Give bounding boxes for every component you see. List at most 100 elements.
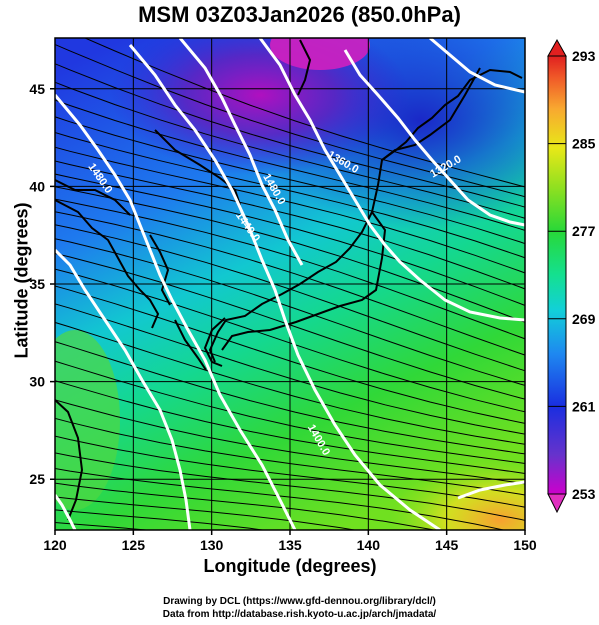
streamline-arrow xyxy=(204,314,251,330)
streamline-arrow xyxy=(339,159,386,171)
streamline-arrow xyxy=(204,421,251,432)
streamline-arrow xyxy=(474,385,521,398)
streamline-arrow xyxy=(204,87,251,106)
streamline-arrow xyxy=(339,202,386,215)
x-tick-label: 145 xyxy=(435,537,459,553)
streamline-arrow xyxy=(339,191,386,203)
colorbar-tick-label: 293 xyxy=(572,48,596,64)
streamline-arrow xyxy=(474,193,521,206)
streamline-arrow xyxy=(69,202,116,212)
streamline-arrow xyxy=(204,463,251,471)
streamline-arrow xyxy=(69,485,116,491)
streamline-arrow xyxy=(339,135,386,150)
streamline-arrow xyxy=(69,105,116,121)
streamline-arrow xyxy=(69,189,116,200)
streamline-arrow xyxy=(339,491,386,498)
streamline-arrow xyxy=(474,466,521,473)
streamline-arrow xyxy=(204,296,251,312)
streamline-arrow xyxy=(69,498,116,504)
streamline-arrow xyxy=(339,227,386,241)
streamline-arrow xyxy=(69,227,116,239)
height-contours xyxy=(55,38,525,530)
streamline-arrow xyxy=(339,342,386,358)
streamline-arrow xyxy=(204,159,251,171)
streamline-arrow xyxy=(474,412,521,423)
map-title: MSM 03Z03Jan2026 (850.0hPa) xyxy=(138,2,461,27)
y-tick-label: 30 xyxy=(29,374,45,390)
streamline-arrow xyxy=(69,471,116,478)
streamline-arrow xyxy=(69,164,116,175)
streamline-arrow xyxy=(339,324,386,341)
streamline-arrow xyxy=(204,523,251,529)
streamline-arrow xyxy=(69,214,116,225)
streamline-arrow xyxy=(204,182,251,193)
streamline-arrow xyxy=(339,214,386,228)
streamline-arrow xyxy=(339,170,386,182)
streamline-arrow xyxy=(339,527,355,530)
y-tick-label: 40 xyxy=(29,178,45,194)
streamline-arrow xyxy=(339,256,386,272)
x-tick-label: 120 xyxy=(43,537,67,553)
streamline-arrow xyxy=(474,204,521,217)
streamline-arrow xyxy=(204,246,251,260)
streamline-arrow xyxy=(339,502,386,509)
streamline-arrow xyxy=(204,194,251,205)
streamline-arrow xyxy=(204,450,251,459)
streamline-arrow xyxy=(474,510,521,520)
streamline-arrow xyxy=(204,147,251,159)
streamline-arrow xyxy=(69,308,116,323)
streamline-arrow xyxy=(339,435,386,444)
streamline-arrow xyxy=(84,38,116,52)
streamline-arrow xyxy=(204,511,251,516)
streamline-arrow xyxy=(474,399,521,411)
streamline-arrow xyxy=(474,337,521,354)
streamline-arrow xyxy=(69,69,116,88)
y-tick-label: 45 xyxy=(29,81,45,97)
streamline-arrow xyxy=(339,447,386,455)
streamline-arrow xyxy=(474,498,521,507)
streamline-arrow xyxy=(475,621,520,625)
x-tick-label: 135 xyxy=(278,537,302,553)
streamline-arrow xyxy=(69,404,116,417)
streamline-arrow xyxy=(204,119,251,134)
streamline-arrow xyxy=(204,488,251,493)
streamline-arrow xyxy=(339,392,386,405)
streamline-arrow xyxy=(474,183,521,196)
y-tick-label: 25 xyxy=(29,471,45,487)
streamline-arrow xyxy=(339,469,386,476)
streamline-arrow xyxy=(474,446,521,454)
streamline-arrow xyxy=(69,523,116,528)
streamline-arrow xyxy=(69,346,116,361)
streamline-arrow xyxy=(474,173,521,186)
streamline-arrow xyxy=(339,288,386,305)
streamline-arrow xyxy=(339,480,386,487)
x-tick-label: 140 xyxy=(357,537,381,553)
streamline-arrow xyxy=(69,365,116,380)
streamline-arrow xyxy=(474,255,521,272)
y-axis-label: Latitude (degrees) xyxy=(11,202,32,359)
streamline-arrow xyxy=(69,326,116,342)
x-tick-label: 125 xyxy=(122,537,146,553)
y-axis-ticks: 25 30 35 40 45 xyxy=(29,81,55,487)
x-tick-label: 150 xyxy=(513,537,537,553)
streamline-arrow xyxy=(69,455,116,464)
streamline-arrow xyxy=(204,436,251,446)
streamline-arrow xyxy=(474,240,521,257)
streamline-arrow xyxy=(474,320,521,338)
colorbar-max-arrow xyxy=(547,38,567,57)
streamline-arrow xyxy=(204,278,251,294)
streamline-arrow xyxy=(339,147,386,161)
streamline-arrow xyxy=(69,177,116,187)
streamline-arrow xyxy=(69,422,116,434)
streamline-arrow xyxy=(204,499,251,505)
streamline-arrow xyxy=(474,456,521,463)
streamline-arrow xyxy=(474,215,521,229)
streamline-arrow xyxy=(339,408,386,419)
streamline-arrow xyxy=(474,354,521,370)
streamline-arrow xyxy=(70,549,115,553)
colorbar-tick-label: 277 xyxy=(572,223,596,239)
streamline-arrow xyxy=(339,376,386,390)
streamline-arrow xyxy=(339,241,386,256)
streamline-arrow xyxy=(69,256,116,269)
